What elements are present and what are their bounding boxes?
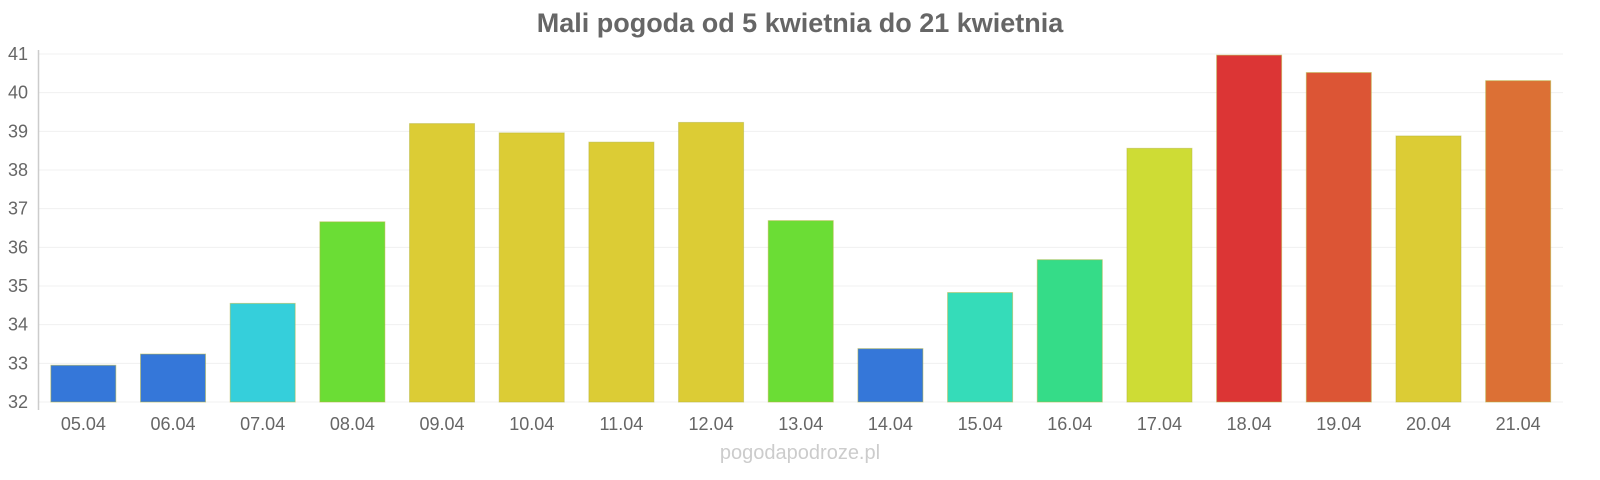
bar-20.04 bbox=[1395, 135, 1462, 403]
x-tick-label: 15.04 bbox=[958, 414, 1003, 434]
x-tick-label: 11.04 bbox=[600, 414, 644, 434]
y-tick-label: 36 bbox=[8, 237, 28, 257]
bar-07.04 bbox=[229, 302, 296, 403]
x-tick-label: 06.04 bbox=[150, 414, 195, 434]
x-tick-label: 18.04 bbox=[1227, 414, 1272, 434]
bar-chart: 32 33 34 35 36 37 38 39 40 41 05.04 06.04 07.04 08.04… bbox=[8, 44, 1563, 434]
x-tick-label: 12.04 bbox=[689, 414, 734, 434]
x-tick-label: 10.04 bbox=[509, 414, 554, 434]
x-tick-label: 09.04 bbox=[420, 414, 465, 434]
bar-13.04 bbox=[767, 220, 834, 403]
bar-05.04 bbox=[50, 364, 117, 403]
y-tick-label: 33 bbox=[8, 353, 28, 373]
x-tick-label: 16.04 bbox=[1047, 414, 1092, 434]
x-tick-label: 20.04 bbox=[1406, 414, 1451, 434]
x-tick-label: 17.04 bbox=[1137, 414, 1182, 434]
bar-17.04 bbox=[1126, 147, 1193, 403]
y-tick-label: 32 bbox=[8, 392, 28, 412]
bar-12.04 bbox=[678, 121, 745, 403]
bar-10.04 bbox=[498, 132, 565, 403]
chart-title: Mali pogoda od 5 kwietnia do 21 kwietnia bbox=[536, 8, 1064, 38]
x-tick-label: 05.04 bbox=[61, 414, 106, 434]
y-tick-label: 35 bbox=[8, 276, 28, 296]
y-tick-label: 41 bbox=[8, 44, 28, 64]
y-tick-label: 38 bbox=[8, 160, 28, 180]
x-tick-label: 07.04 bbox=[240, 414, 285, 434]
x-tick-label: 13.04 bbox=[778, 414, 823, 434]
y-tick-label: 37 bbox=[8, 199, 28, 219]
y-tick-label: 39 bbox=[8, 121, 28, 141]
bar-14.04 bbox=[857, 348, 924, 403]
bar-21.04 bbox=[1485, 80, 1552, 403]
bar-16.04 bbox=[1036, 259, 1103, 403]
bar-09.04 bbox=[409, 123, 476, 403]
x-tick-label: 19.04 bbox=[1316, 414, 1361, 434]
bar-11.04 bbox=[588, 141, 655, 403]
x-tick-label: 14.04 bbox=[868, 414, 913, 434]
y-tick-label: 40 bbox=[8, 83, 28, 103]
footer-watermark: pogodapodroze.pl bbox=[719, 442, 881, 464]
bar-19.04 bbox=[1305, 72, 1372, 403]
x-tick-label: 08.04 bbox=[330, 414, 375, 434]
x-tick-label: 21.04 bbox=[1496, 414, 1541, 434]
bar-15.04 bbox=[947, 292, 1014, 403]
bar-18.04 bbox=[1216, 54, 1283, 403]
y-tick-label: 34 bbox=[8, 315, 28, 335]
bar-08.04 bbox=[319, 221, 386, 403]
bar-06.04 bbox=[140, 353, 207, 403]
